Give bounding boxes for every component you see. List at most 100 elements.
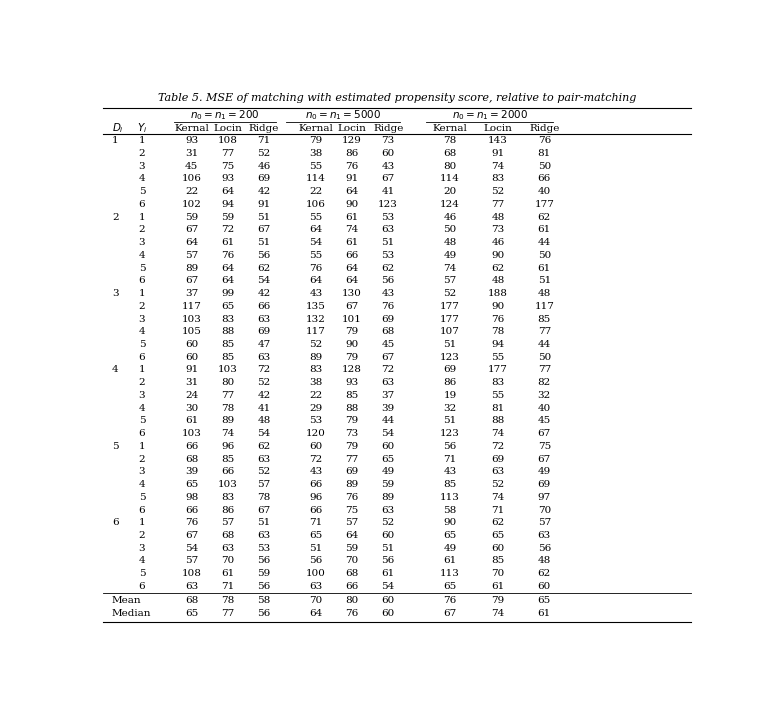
Text: Median: Median bbox=[112, 608, 151, 618]
Text: 89: 89 bbox=[185, 263, 198, 273]
Text: 76: 76 bbox=[443, 596, 456, 605]
Text: 81: 81 bbox=[538, 149, 551, 158]
Text: 1: 1 bbox=[112, 136, 119, 146]
Text: 61: 61 bbox=[185, 416, 198, 425]
Text: 40: 40 bbox=[538, 404, 551, 413]
Text: 59: 59 bbox=[221, 213, 234, 222]
Text: 128: 128 bbox=[343, 366, 362, 374]
Text: 53: 53 bbox=[309, 416, 322, 425]
Text: 30: 30 bbox=[185, 404, 198, 413]
Text: $Y_i$: $Y_i$ bbox=[136, 121, 147, 136]
Text: 97: 97 bbox=[538, 493, 551, 502]
Text: Kernal: Kernal bbox=[298, 124, 333, 133]
Text: 60: 60 bbox=[381, 608, 394, 618]
Text: 3: 3 bbox=[139, 544, 145, 552]
Text: 90: 90 bbox=[443, 518, 456, 528]
Text: 46: 46 bbox=[491, 238, 505, 247]
Text: 143: 143 bbox=[488, 136, 508, 146]
Text: 63: 63 bbox=[185, 582, 198, 591]
Text: 3: 3 bbox=[139, 162, 145, 170]
Text: 72: 72 bbox=[257, 366, 270, 374]
Text: 57: 57 bbox=[443, 276, 456, 285]
Text: 63: 63 bbox=[257, 315, 270, 324]
Text: 70: 70 bbox=[221, 557, 234, 565]
Text: 63: 63 bbox=[491, 467, 505, 476]
Text: 114: 114 bbox=[440, 175, 460, 183]
Text: 55: 55 bbox=[309, 162, 322, 170]
Text: 43: 43 bbox=[381, 289, 394, 298]
Text: $n_0 = n_1 = 200$: $n_0 = n_1 = 200$ bbox=[190, 109, 260, 122]
Text: 52: 52 bbox=[491, 187, 505, 196]
Text: 63: 63 bbox=[538, 531, 551, 540]
Text: 52: 52 bbox=[381, 518, 394, 528]
Text: 62: 62 bbox=[257, 263, 270, 273]
Text: 6: 6 bbox=[139, 582, 145, 591]
Text: 45: 45 bbox=[185, 162, 198, 170]
Text: 4: 4 bbox=[139, 404, 145, 413]
Text: 1: 1 bbox=[139, 366, 145, 374]
Text: 5: 5 bbox=[139, 416, 145, 425]
Text: 86: 86 bbox=[443, 378, 456, 387]
Text: Table 5. MSE of matching with estimated propensity score, relative to pair-match: Table 5. MSE of matching with estimated … bbox=[158, 94, 636, 104]
Text: 123: 123 bbox=[378, 200, 398, 209]
Text: 65: 65 bbox=[491, 531, 505, 540]
Text: 57: 57 bbox=[221, 518, 234, 528]
Text: 51: 51 bbox=[257, 213, 270, 222]
Text: 54: 54 bbox=[185, 544, 198, 552]
Text: 89: 89 bbox=[346, 480, 359, 489]
Text: 76: 76 bbox=[346, 162, 359, 170]
Text: 70: 70 bbox=[309, 596, 322, 605]
Text: 67: 67 bbox=[257, 225, 270, 234]
Text: Kernal: Kernal bbox=[174, 124, 209, 133]
Text: 75: 75 bbox=[346, 506, 359, 515]
Text: 108: 108 bbox=[182, 569, 202, 578]
Text: 32: 32 bbox=[538, 391, 551, 400]
Text: 1: 1 bbox=[139, 289, 145, 298]
Text: 106: 106 bbox=[306, 200, 326, 209]
Text: 63: 63 bbox=[257, 454, 270, 464]
Text: 85: 85 bbox=[221, 340, 234, 349]
Text: 68: 68 bbox=[381, 327, 394, 337]
Text: 24: 24 bbox=[185, 391, 198, 400]
Text: 44: 44 bbox=[538, 238, 551, 247]
Text: $n_0 = n_1 = 5000$: $n_0 = n_1 = 5000$ bbox=[305, 109, 381, 122]
Text: 54: 54 bbox=[381, 429, 394, 438]
Text: 67: 67 bbox=[538, 454, 551, 464]
Text: 4: 4 bbox=[139, 327, 145, 337]
Text: 54: 54 bbox=[381, 582, 394, 591]
Text: 93: 93 bbox=[221, 175, 234, 183]
Text: 39: 39 bbox=[381, 404, 394, 413]
Text: 48: 48 bbox=[538, 557, 551, 565]
Text: 60: 60 bbox=[309, 442, 322, 451]
Text: 60: 60 bbox=[381, 149, 394, 158]
Text: 29: 29 bbox=[309, 404, 322, 413]
Text: 6: 6 bbox=[139, 276, 145, 285]
Text: 91: 91 bbox=[185, 366, 198, 374]
Text: 78: 78 bbox=[257, 493, 270, 502]
Text: 67: 67 bbox=[346, 302, 359, 311]
Text: 46: 46 bbox=[443, 213, 456, 222]
Text: 66: 66 bbox=[185, 506, 198, 515]
Text: 77: 77 bbox=[538, 366, 551, 374]
Text: 67: 67 bbox=[185, 225, 198, 234]
Text: 117: 117 bbox=[306, 327, 326, 337]
Text: 123: 123 bbox=[440, 429, 460, 438]
Text: 55: 55 bbox=[309, 251, 322, 260]
Text: 69: 69 bbox=[491, 454, 505, 464]
Text: 81: 81 bbox=[491, 404, 505, 413]
Text: 5: 5 bbox=[139, 263, 145, 273]
Text: 135: 135 bbox=[306, 302, 326, 311]
Text: 71: 71 bbox=[491, 506, 505, 515]
Text: 65: 65 bbox=[443, 531, 456, 540]
Text: 67: 67 bbox=[381, 175, 394, 183]
Text: 4: 4 bbox=[139, 557, 145, 565]
Text: 68: 68 bbox=[443, 149, 456, 158]
Text: 66: 66 bbox=[309, 506, 322, 515]
Text: 42: 42 bbox=[257, 289, 270, 298]
Text: 41: 41 bbox=[381, 187, 394, 196]
Text: 61: 61 bbox=[538, 263, 551, 273]
Text: 86: 86 bbox=[221, 506, 234, 515]
Text: 48: 48 bbox=[443, 238, 456, 247]
Text: 105: 105 bbox=[182, 327, 202, 337]
Text: 1: 1 bbox=[139, 136, 145, 146]
